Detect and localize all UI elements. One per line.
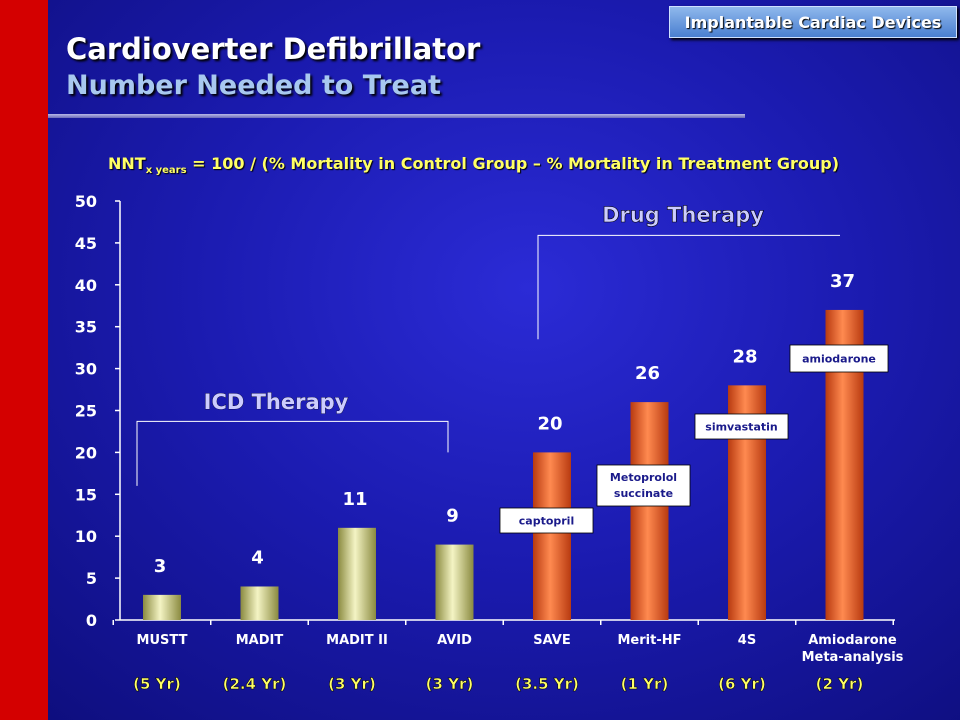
bar-value-label: 11 xyxy=(342,489,367,510)
duration-label: (3 Yr) xyxy=(426,675,474,693)
drug-label-text: captopril xyxy=(519,515,574,528)
y-tick-label: 35 xyxy=(75,318,97,337)
category-label: MUSTT xyxy=(137,633,188,648)
drug-group-label: Drug Therapy xyxy=(602,203,764,227)
category-label: MADIT xyxy=(236,633,284,648)
formula-prefix: NNT xyxy=(108,154,146,173)
duration-label: (2.4 Yr) xyxy=(223,675,287,693)
bar-value-label: 4 xyxy=(251,547,264,568)
bar-value-label: 3 xyxy=(154,556,167,577)
category-label: Amiodarone xyxy=(808,633,897,648)
y-tick-label: 5 xyxy=(86,569,97,588)
bar-value-label: 20 xyxy=(537,413,562,434)
drug-label-box xyxy=(499,507,594,534)
bar-value-label: 28 xyxy=(732,346,757,367)
y-tick-label: 10 xyxy=(75,527,97,546)
drug-bracket xyxy=(537,234,840,340)
duration-label: (3.5 Yr) xyxy=(515,675,579,693)
bar xyxy=(338,527,376,620)
section-tag: Implantable Cardiac Devices xyxy=(669,6,957,38)
bar-value-label: 26 xyxy=(635,363,660,384)
page-subtitle: Number Needed to Treat xyxy=(66,70,441,101)
bar xyxy=(533,452,571,620)
title-divider xyxy=(48,114,745,118)
y-tick-label: 45 xyxy=(75,234,97,253)
y-tick-label: 30 xyxy=(75,360,97,379)
duration-label: (1 Yr) xyxy=(621,675,669,693)
y-tick-label: 20 xyxy=(75,443,97,462)
bar xyxy=(435,544,474,620)
icd-group-label: ICD Therapy xyxy=(204,390,349,414)
bar xyxy=(240,586,279,620)
duration-label: (3 Yr) xyxy=(328,675,376,693)
left-accent-bar xyxy=(0,0,48,720)
icd-bracket xyxy=(136,420,449,486)
category-label: SAVE xyxy=(533,633,570,648)
y-tick-label: 15 xyxy=(75,485,97,504)
bar xyxy=(143,594,181,620)
category-label: MADIT II xyxy=(326,633,388,648)
drug-label-text: succinate xyxy=(614,487,673,500)
category-label: Merit-HF xyxy=(618,633,682,648)
y-tick-label: 40 xyxy=(75,276,97,295)
formula-subscript: x years xyxy=(145,165,187,177)
duration-label: (2 Yr) xyxy=(816,675,864,693)
page-title: Cardioverter Defibrillator xyxy=(66,32,481,66)
y-tick-label: 25 xyxy=(75,402,97,421)
drug-label-text: amiodarone xyxy=(802,353,876,366)
formula-rest: = 100 / (% Mortality in Control Group – … xyxy=(186,154,840,173)
category-label: 4S xyxy=(738,633,756,648)
drug-label-text: Metoprolol xyxy=(610,471,677,484)
bar-value-label: 37 xyxy=(830,271,855,292)
bar-value-label: 9 xyxy=(446,506,459,527)
drug-label-box xyxy=(596,464,691,507)
nnt-formula: NNTx years = 100 / (% Mortality in Contr… xyxy=(108,154,908,176)
duration-label: (5 Yr) xyxy=(133,675,181,693)
drug-label-box xyxy=(789,344,889,373)
category-label: Meta-analysis xyxy=(802,650,904,665)
drug-label-text: simvastatin xyxy=(705,421,777,434)
y-tick-label: 50 xyxy=(75,192,97,211)
duration-label: (6 Yr) xyxy=(718,675,766,693)
category-label: AVID xyxy=(437,633,472,648)
y-tick-label: 0 xyxy=(86,611,97,630)
drug-label-box xyxy=(694,413,789,440)
bar xyxy=(630,402,669,620)
